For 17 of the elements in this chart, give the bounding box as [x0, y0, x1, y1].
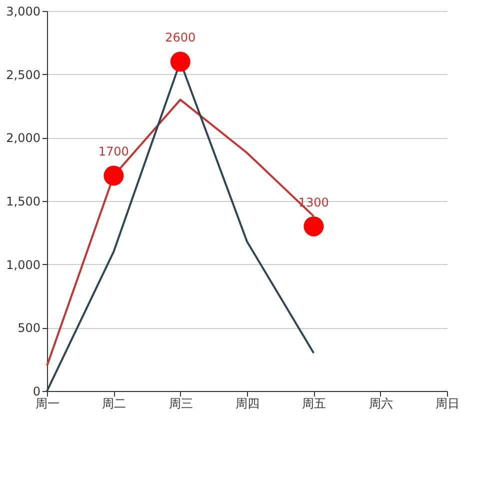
y-tick-label: 3,000 — [6, 4, 40, 18]
x-tick-label: 周五 — [302, 396, 326, 410]
y-tick-label: 500 — [18, 321, 40, 336]
x-tick-label: 周一 — [36, 396, 60, 410]
data-label: 2600 — [165, 30, 196, 45]
y-tick-label: 0 — [32, 384, 40, 398]
x-tick-label: 周三 — [168, 396, 193, 410]
x-tick-label: 周六 — [368, 396, 393, 410]
y-tick-label: 2,000 — [6, 131, 40, 146]
x-tick-label: 周四 — [236, 396, 260, 410]
y-tick-label: 1,000 — [6, 258, 40, 272]
y-tick-label: 2,500 — [6, 68, 40, 82]
y-tick-label: 1,500 — [6, 194, 40, 208]
x-tick-label: 周二 — [102, 396, 126, 410]
data-label: 1700 — [98, 144, 129, 159]
data-label: 1300 — [298, 195, 329, 210]
x-tick-label: 周日 — [436, 396, 460, 410]
